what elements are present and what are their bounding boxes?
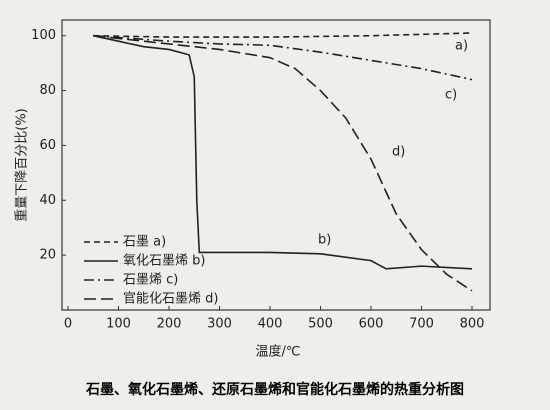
x-tick-label: 600: [359, 317, 384, 332]
y-tick-label: 40: [39, 193, 56, 208]
y-tick-label: 80: [39, 83, 56, 98]
y-axis-label: 重量下降百分比(%): [14, 108, 30, 222]
x-tick-label: 500: [308, 317, 333, 332]
series-line: [93, 34, 473, 81]
x-tick-label: 0: [64, 317, 72, 332]
legend-label: 石墨 a): [123, 235, 166, 250]
annotation: b): [318, 233, 331, 248]
series-line: [93, 34, 473, 270]
x-tick-label: 200: [157, 317, 182, 332]
caption: 石墨、氧化石墨烯、还原石墨烯和官能化石墨烯的热重分析图: [85, 381, 464, 398]
plot-frame: [61, 19, 491, 311]
x-axis-label: 温度/℃: [256, 344, 301, 360]
x-tick-label: 300: [207, 317, 232, 332]
annotation: a): [455, 39, 468, 54]
x-tick-label: 100: [106, 317, 131, 332]
x-tick-label: 400: [258, 317, 283, 332]
annotation: d): [392, 145, 405, 160]
legend-label: 石墨烯 c): [123, 273, 178, 288]
y-tick-label: 100: [31, 28, 56, 43]
annotation: c): [445, 88, 457, 103]
y-tick-label: 60: [39, 138, 56, 153]
y-tick-label: 20: [39, 248, 56, 263]
x-tick-label: 700: [409, 317, 434, 332]
series-line: [93, 34, 473, 292]
series-line: [93, 32, 473, 38]
x-tick-label: 800: [460, 317, 485, 332]
legend-label: 官能化石墨烯 d): [123, 291, 218, 307]
legend-label: 氧化石墨烯 b): [123, 254, 205, 269]
